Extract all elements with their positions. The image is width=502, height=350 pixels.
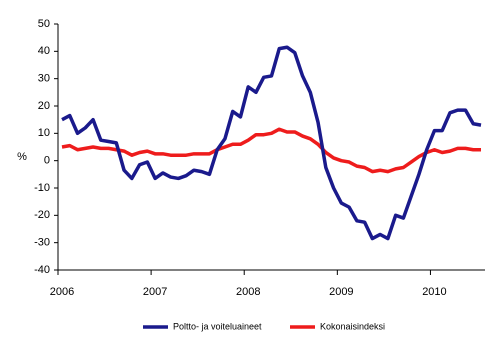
y-tick-label: 40 [38, 45, 50, 57]
y-tick-label: -10 [34, 182, 50, 194]
y-tick-label: 0 [44, 155, 50, 167]
y-tick-label: 50 [38, 18, 50, 30]
y-axis-label: % [17, 151, 27, 163]
y-tick-label: -20 [34, 209, 50, 221]
x-tick-label: 2008 [236, 286, 260, 298]
x-tick-label: 2010 [422, 286, 446, 298]
series-line [61, 45, 482, 241]
y-tick-label: 30 [38, 73, 50, 85]
legend-text: Poltto- ja voiteluaineet [173, 321, 262, 331]
y-tick-label: -30 [34, 237, 50, 249]
legend-text: Kokonaisindeksi [320, 321, 385, 331]
x-tick-label: 2006 [50, 286, 74, 298]
y-tick-label: -40 [34, 264, 50, 276]
y-tick-label: 20 [38, 100, 50, 112]
series-line [61, 127, 481, 174]
y-tick-label: 10 [38, 127, 50, 139]
x-tick-label: 2009 [329, 286, 353, 298]
x-tick-label: 2007 [143, 286, 167, 298]
